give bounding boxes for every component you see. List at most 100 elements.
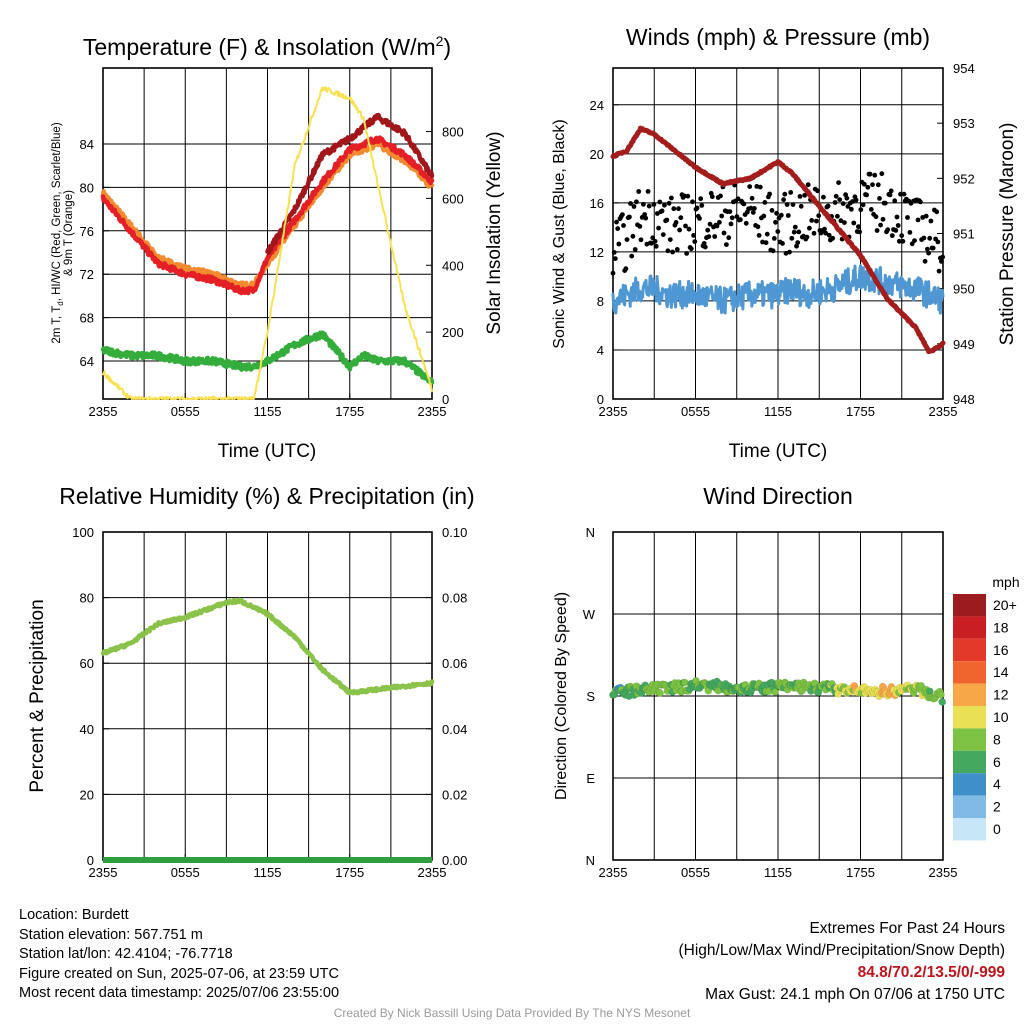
humidity-ytick-label: 20: [80, 787, 94, 802]
winds-ytick-label: 4: [597, 343, 604, 358]
wind-gust-dot: [823, 230, 829, 236]
temperature-ytick-label: 68: [80, 311, 94, 326]
wind-gust-dot: [726, 235, 732, 241]
wind-gust-dot: [694, 205, 700, 211]
wind-gust-dot: [632, 247, 638, 252]
wind-gust-dot: [844, 195, 850, 201]
humidity-y2tick-label: 0.02: [442, 787, 467, 802]
wind-gust-dot: [688, 246, 694, 252]
wind-gust-dot: [856, 224, 861, 230]
wind-gust-dot: [638, 237, 644, 243]
wind-gust-dot: [805, 182, 811, 188]
direction-dot: [656, 689, 664, 697]
wind-gust-dot: [785, 213, 791, 218]
wind-gust-dot: [907, 230, 913, 235]
humidity-line: [100, 597, 435, 696]
wind-gust-dot: [794, 243, 799, 249]
wind-gust-dot: [774, 210, 779, 216]
wind-gust-dot: [769, 208, 775, 213]
wind-gust-dot: [934, 209, 940, 215]
wind-gust-dot: [706, 234, 712, 240]
wind-gust-dot: [822, 226, 827, 232]
wind-gust-dot: [936, 268, 942, 274]
humidity-ytick-label: 60: [80, 656, 94, 671]
winds-panel: Winds (mph) & Pressure (mb) 2355 0555 1155…: [551, 24, 1018, 462]
direction-ytick-label: N: [586, 853, 595, 868]
temperature-ytick-label: 84: [80, 137, 94, 152]
wind-gust-dot: [662, 202, 667, 208]
wind-gust-dot: [637, 224, 643, 229]
wind-gust-dot: [764, 231, 770, 237]
winds-right-axis-label: Station Pressure (Maroon): [997, 123, 1018, 346]
wind-gust-dot: [849, 206, 854, 212]
temperature-right-axis-label: Solar Insolation (Yellow): [484, 131, 505, 334]
station-location: Location: Burdett: [19, 907, 129, 923]
wind-gust-dot: [718, 193, 723, 199]
temperature-series-solar: [102, 86, 433, 400]
humidity-ytick-label: 0: [87, 853, 94, 868]
wind-gust-dot: [767, 191, 772, 197]
wind-gust-dot: [692, 239, 698, 245]
humidity-xtick-label-2: 1155: [254, 865, 282, 880]
legend-swatch: [953, 661, 986, 684]
wind-gust-dot: [892, 198, 898, 204]
wind-gust-dot: [641, 201, 646, 207]
winds-left-axis-label: Sonic Wind & Gust (Blue, Black): [551, 119, 568, 348]
winds-xtick-label-2: 1155: [764, 404, 792, 419]
wind-gust-dot: [895, 223, 901, 228]
wind-gust-dot: [926, 250, 931, 256]
winds-xtick-label-1: 0555: [681, 404, 710, 419]
wind-gust-dot: [896, 238, 902, 244]
winds-xtick-label-4: 2355: [929, 404, 958, 419]
temperature-panel: Temperature (F) & Insolation (W/m2) 2355…: [51, 33, 505, 462]
wind-gust-dot: [778, 212, 784, 218]
wind-gust-dot: [928, 218, 934, 224]
wind-gust-dot: [650, 235, 656, 241]
wind-gust-dot: [642, 212, 647, 217]
legend-title: mph: [992, 574, 1019, 590]
wind-gust-dot: [925, 246, 930, 252]
direction-dot: [680, 678, 689, 687]
wind-gust-dot: [676, 206, 681, 212]
legend-label: 8: [993, 731, 1001, 747]
wind-gust-dot: [826, 232, 832, 238]
direction-xtick-label-4: 2355: [929, 865, 958, 880]
winds-ytick-label: 12: [590, 245, 604, 260]
wind-gust-dot: [875, 182, 881, 188]
humidity-y2tick-label: 0.04: [442, 722, 467, 737]
wind-gust-dot: [788, 190, 794, 195]
wind-gust-dot: [712, 234, 718, 239]
wind-gust-dot: [927, 235, 933, 241]
legend-label: 0: [993, 821, 1001, 837]
wind-gust-dot: [830, 235, 836, 241]
winds-y2tick-label: 952: [953, 171, 975, 186]
humidity-y2tick-label: 0.06: [442, 656, 467, 671]
wind-gust-dot: [905, 215, 910, 220]
wind-gust-dot: [683, 223, 688, 229]
wind-gust-dot: [674, 247, 680, 252]
wind-gust-dot: [665, 248, 671, 254]
wind-gust-dot: [789, 235, 795, 241]
temperature-y2tick-label: 600: [442, 191, 464, 206]
wind-gust-dot: [702, 244, 708, 250]
winds-y2tick-label: 949: [953, 337, 975, 352]
legend-label: 4: [993, 776, 1001, 792]
wind-gust-dot: [901, 191, 907, 197]
wind-gust-dot: [649, 240, 654, 246]
direction-xtick-label-3: 1755: [846, 865, 875, 880]
wind-gust-dot: [621, 223, 626, 228]
direction-xtick-label-2: 1155: [764, 865, 792, 880]
wind-gust-dot: [681, 193, 687, 199]
wind-gust-dot: [678, 215, 684, 221]
winds-ytick-label: 0: [597, 392, 604, 407]
wind-gust-dot: [900, 238, 906, 244]
direction-panel: Wind Direction 2355 0555 1155 1755 2355 N E S W N…: [553, 483, 1020, 880]
legend-swatch: [953, 706, 986, 729]
wind-gust-dot: [877, 196, 882, 201]
temperature-y2tick-label: 0: [442, 392, 449, 407]
extremes-subtitle: (High/Low/Max Wind/Precipitation/Snow De…: [678, 942, 1006, 959]
wind-gust-dot: [804, 234, 810, 240]
temperature-xtick-label-0: 2355: [89, 404, 118, 419]
wind-gust-dot: [872, 172, 878, 178]
wind-speed-line: [611, 264, 945, 315]
